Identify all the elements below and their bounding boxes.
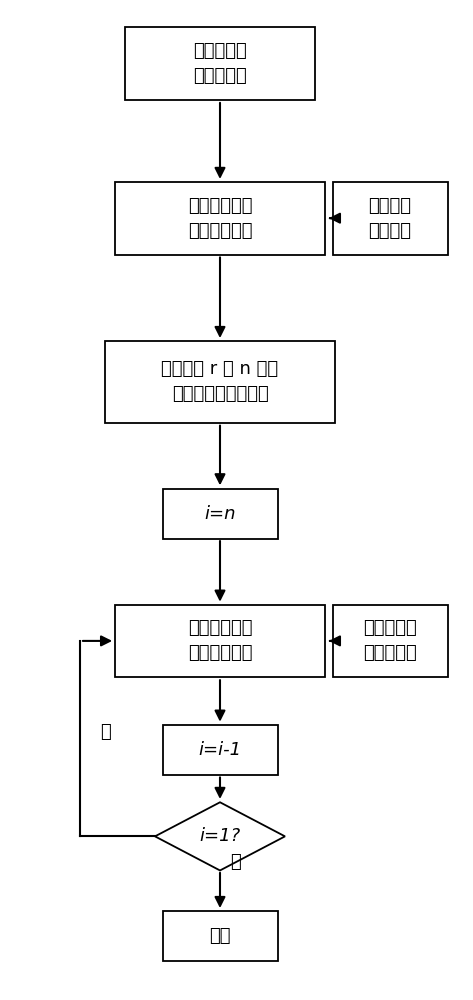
Polygon shape (155, 802, 285, 870)
Bar (163, 911, 278, 961)
Text: 采样得到 r 组 n 个关
节的运动参数和力矩: 采样得到 r 组 n 个关 节的运动参数和力矩 (161, 360, 279, 403)
Text: i=1?: i=1? (200, 827, 241, 845)
Text: 傅里叶级
数激励轨: 傅里叶级 数激励轨 (368, 197, 412, 240)
Text: 否: 否 (100, 723, 110, 741)
Bar (163, 489, 278, 539)
Text: i=i-1: i=i-1 (199, 741, 242, 759)
Text: 解超定方程计
算最小二乘解: 解超定方程计 算最小二乘解 (188, 619, 252, 662)
Bar (333, 182, 447, 255)
Bar (163, 725, 278, 775)
Text: 结束: 结束 (209, 927, 231, 945)
Text: i=n: i=n (204, 505, 236, 523)
Bar (105, 341, 335, 423)
Bar (115, 182, 325, 255)
Bar (125, 27, 315, 100)
Text: 建立机器人
动力学模型: 建立机器人 动力学模型 (193, 42, 247, 85)
Text: 是: 是 (229, 853, 240, 871)
Text: 按规划轨迹控
制机器人运动: 按规划轨迹控 制机器人运动 (188, 197, 252, 240)
Bar (115, 605, 325, 677)
Bar (333, 605, 447, 677)
Text: 最小二乘法
参数辨识算: 最小二乘法 参数辨识算 (363, 619, 417, 662)
